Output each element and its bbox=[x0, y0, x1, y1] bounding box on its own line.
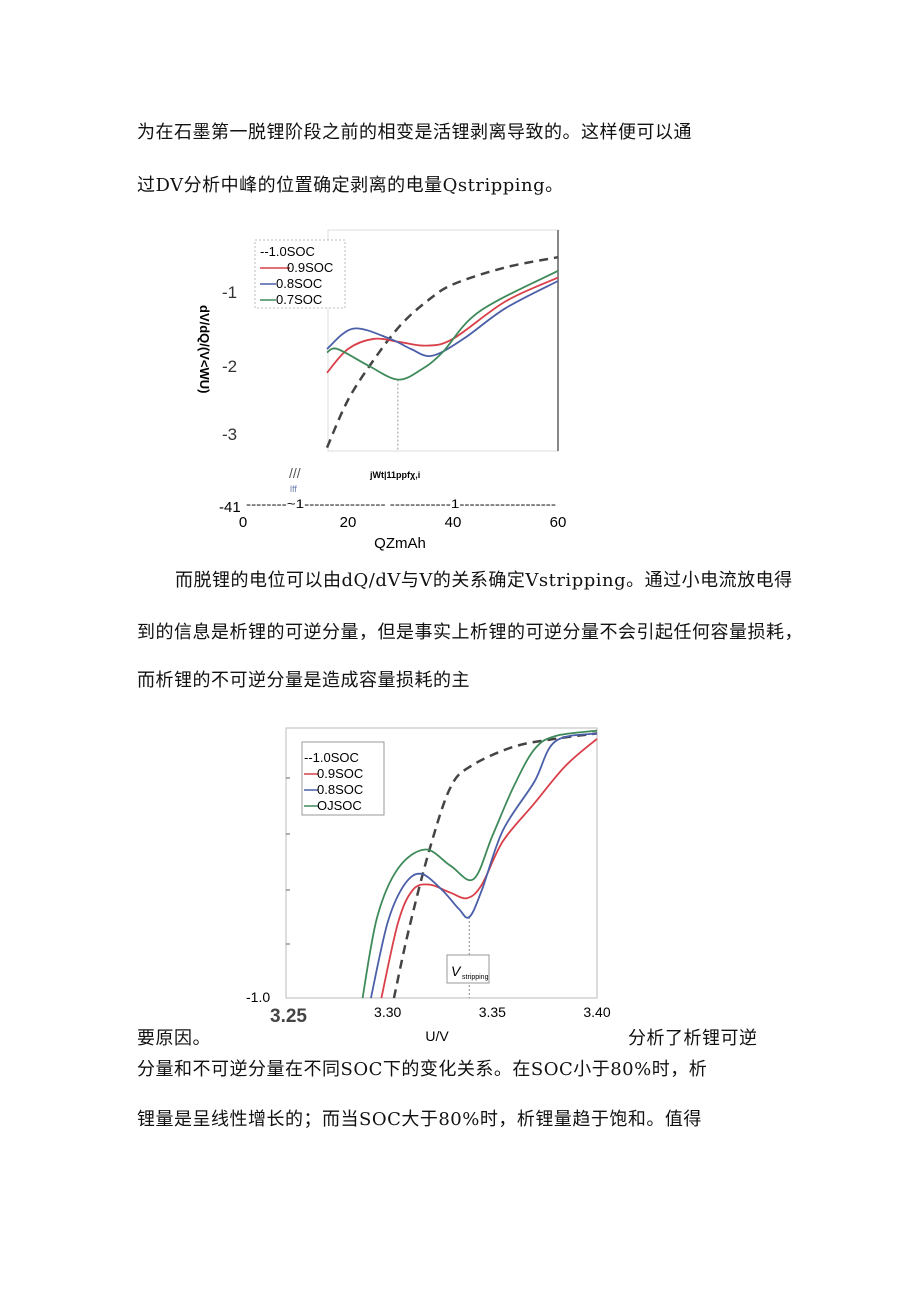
legend-label: 0.8SOC bbox=[276, 276, 322, 291]
paragraph-line: 锂量是呈线性增长的；而当SOC大于80%时，析锂量趋于饱和。值得 bbox=[137, 1109, 702, 1130]
y-tick-label: -1.0 bbox=[246, 989, 270, 1005]
plot-area bbox=[327, 229, 559, 452]
series-line-3 bbox=[326, 270, 559, 381]
paragraph-line: 分析了析锂可逆 bbox=[628, 1028, 758, 1049]
paragraph-line: 而析锂的不可逆分量是造成容量损耗的主 bbox=[137, 670, 470, 691]
x-axis-label: U/V bbox=[425, 1028, 449, 1044]
series-line-1 bbox=[326, 276, 559, 374]
paragraph-line: 为在石墨第一脱锂阶段之前的相变是活锂剥离导致的。这样便可以通 bbox=[137, 122, 692, 143]
y-tick-label: -2 bbox=[222, 357, 237, 376]
series-line-0 bbox=[392, 732, 598, 999]
series-line-0 bbox=[325, 255, 559, 449]
annotation: lff bbox=[290, 484, 297, 494]
x-tick-label: 60 bbox=[550, 514, 567, 531]
legend bbox=[254, 239, 346, 309]
paragraph-line: 分量和不可逆分量在不同SOC下的变化关系。在SOC小于80%时，析 bbox=[137, 1059, 708, 1080]
paragraph-line: 过DV分析中峰的位置确定剥离的电量Qstripping。 bbox=[137, 175, 564, 196]
annotation: V bbox=[451, 963, 462, 979]
axis-break: --------~1---------------- ------------1… bbox=[246, 497, 556, 511]
y-axis-label: dV/dQ/(V<WU) bbox=[197, 305, 212, 393]
x-tick-label: 0 bbox=[239, 514, 247, 531]
legend-label: 0.8SOC bbox=[317, 782, 363, 797]
series-line-2 bbox=[326, 280, 559, 358]
y-tick-label: -41 bbox=[219, 499, 241, 516]
x-tick-label: 40 bbox=[445, 514, 462, 531]
annotation-box bbox=[446, 954, 490, 984]
series-line-1 bbox=[380, 738, 598, 999]
x-tick-label: 3.30 bbox=[374, 1004, 401, 1020]
break-mark: /// bbox=[289, 465, 301, 481]
plot-area bbox=[285, 727, 598, 999]
paragraph-line: 要原因。 bbox=[137, 1028, 211, 1049]
legend-label: 0.7SOC bbox=[276, 292, 322, 307]
x-tick-label: 20 bbox=[340, 514, 357, 531]
legend bbox=[301, 741, 385, 816]
y-tick-label: -1 bbox=[222, 283, 237, 302]
x-axis-label: QZmAh bbox=[374, 535, 426, 552]
legend-label: 0.9SOC bbox=[287, 260, 333, 275]
legend-label: 0.9SOC bbox=[317, 766, 363, 781]
x-tick-label: 3.40 bbox=[583, 1004, 610, 1020]
annotation-subscript: stripping bbox=[462, 974, 489, 981]
series-line-3 bbox=[361, 729, 598, 999]
paragraph-line: 而脱锂的电位可以由dQ/dV与V的关系确定Vstripping。通过小电流放电得 bbox=[175, 570, 793, 591]
legend-label: --1.0SOC bbox=[304, 750, 359, 765]
x-tick-label: 3.35 bbox=[479, 1004, 506, 1020]
paragraph-line: 到的信息是析锂的可逆分量，但是事实上析锂的可逆分量不会引起任何容量损耗， bbox=[137, 622, 803, 643]
legend-label: --1.0SOC bbox=[260, 244, 315, 259]
annotation: jWt|11ppfχ,i bbox=[369, 470, 420, 480]
x-tick-label: 3.25 bbox=[270, 1006, 307, 1027]
y-tick-label: -3 bbox=[222, 425, 237, 444]
legend-label: OJSOC bbox=[317, 798, 362, 813]
series-line-2 bbox=[370, 732, 598, 999]
